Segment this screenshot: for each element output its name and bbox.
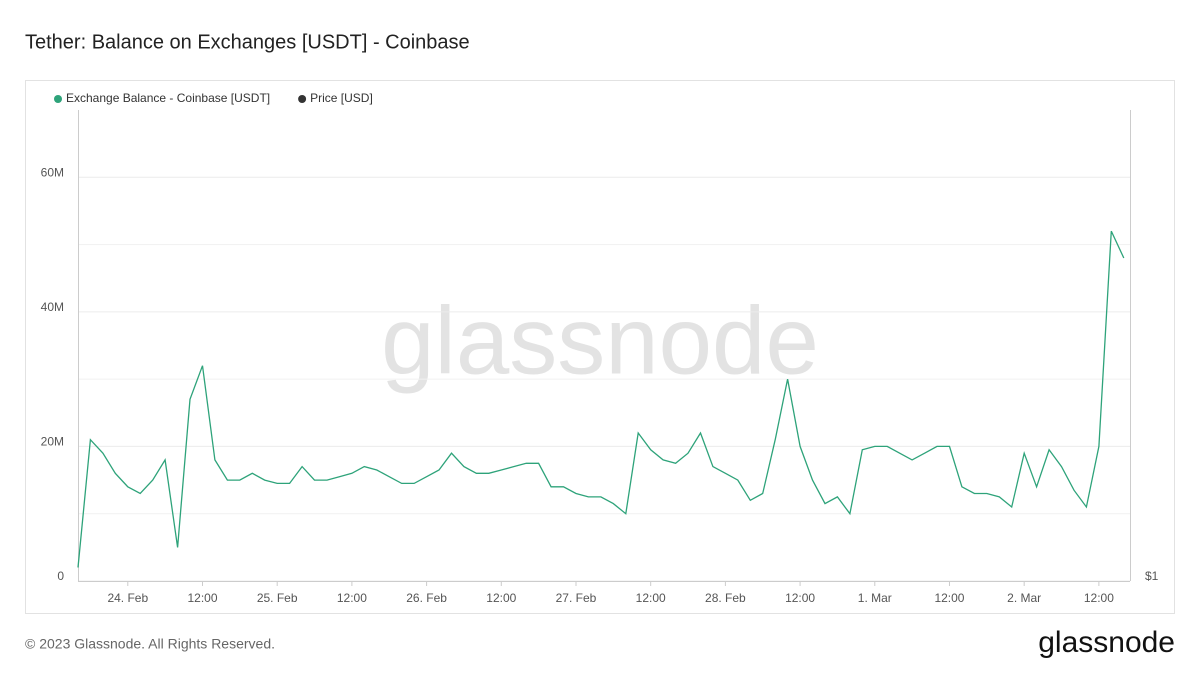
series-line	[77, 230, 1125, 568]
x-tick-label: 12:00	[785, 591, 815, 605]
x-tick-label: 2. Mar	[1007, 591, 1041, 605]
chart-frame	[25, 80, 1175, 614]
x-tick-label: 12:00	[337, 591, 367, 605]
y2-tick-label: $1	[1145, 569, 1159, 583]
x-tick-label: 12:00	[636, 591, 666, 605]
legend-marker	[54, 95, 62, 103]
legend-label: Exchange Balance - Coinbase [USDT]	[66, 91, 270, 105]
footer: © 2023 Glassnode. All Rights Reserved.	[25, 636, 275, 652]
y-tick-label: 60M	[41, 165, 64, 179]
x-tick-label: 1. Mar	[858, 591, 892, 605]
y-tick-label: 0	[57, 569, 64, 583]
watermark: glassnode	[381, 287, 819, 394]
x-tick-label: 12:00	[934, 591, 964, 605]
y-tick-label: 40M	[41, 300, 64, 314]
x-tick-label: 12:00	[187, 591, 217, 605]
y-tick-label: 20M	[41, 435, 64, 449]
legend-label: Price [USD]	[310, 91, 373, 105]
x-tick-label: 12:00	[1084, 591, 1114, 605]
legend-marker	[298, 95, 307, 103]
x-tick-label: 28. Feb	[705, 591, 746, 605]
x-tick-label: 27. Feb	[556, 591, 597, 605]
x-tick-label: 24. Feb	[107, 591, 148, 605]
x-tick-label: 26. Feb	[406, 591, 447, 605]
logo: glassnode	[1038, 626, 1175, 659]
x-tick-label: 12:00	[486, 591, 516, 605]
x-tick-label: 25. Feb	[257, 591, 298, 605]
chart-title: Tether: Balance on Exchanges [USDT] - Co…	[25, 31, 470, 53]
